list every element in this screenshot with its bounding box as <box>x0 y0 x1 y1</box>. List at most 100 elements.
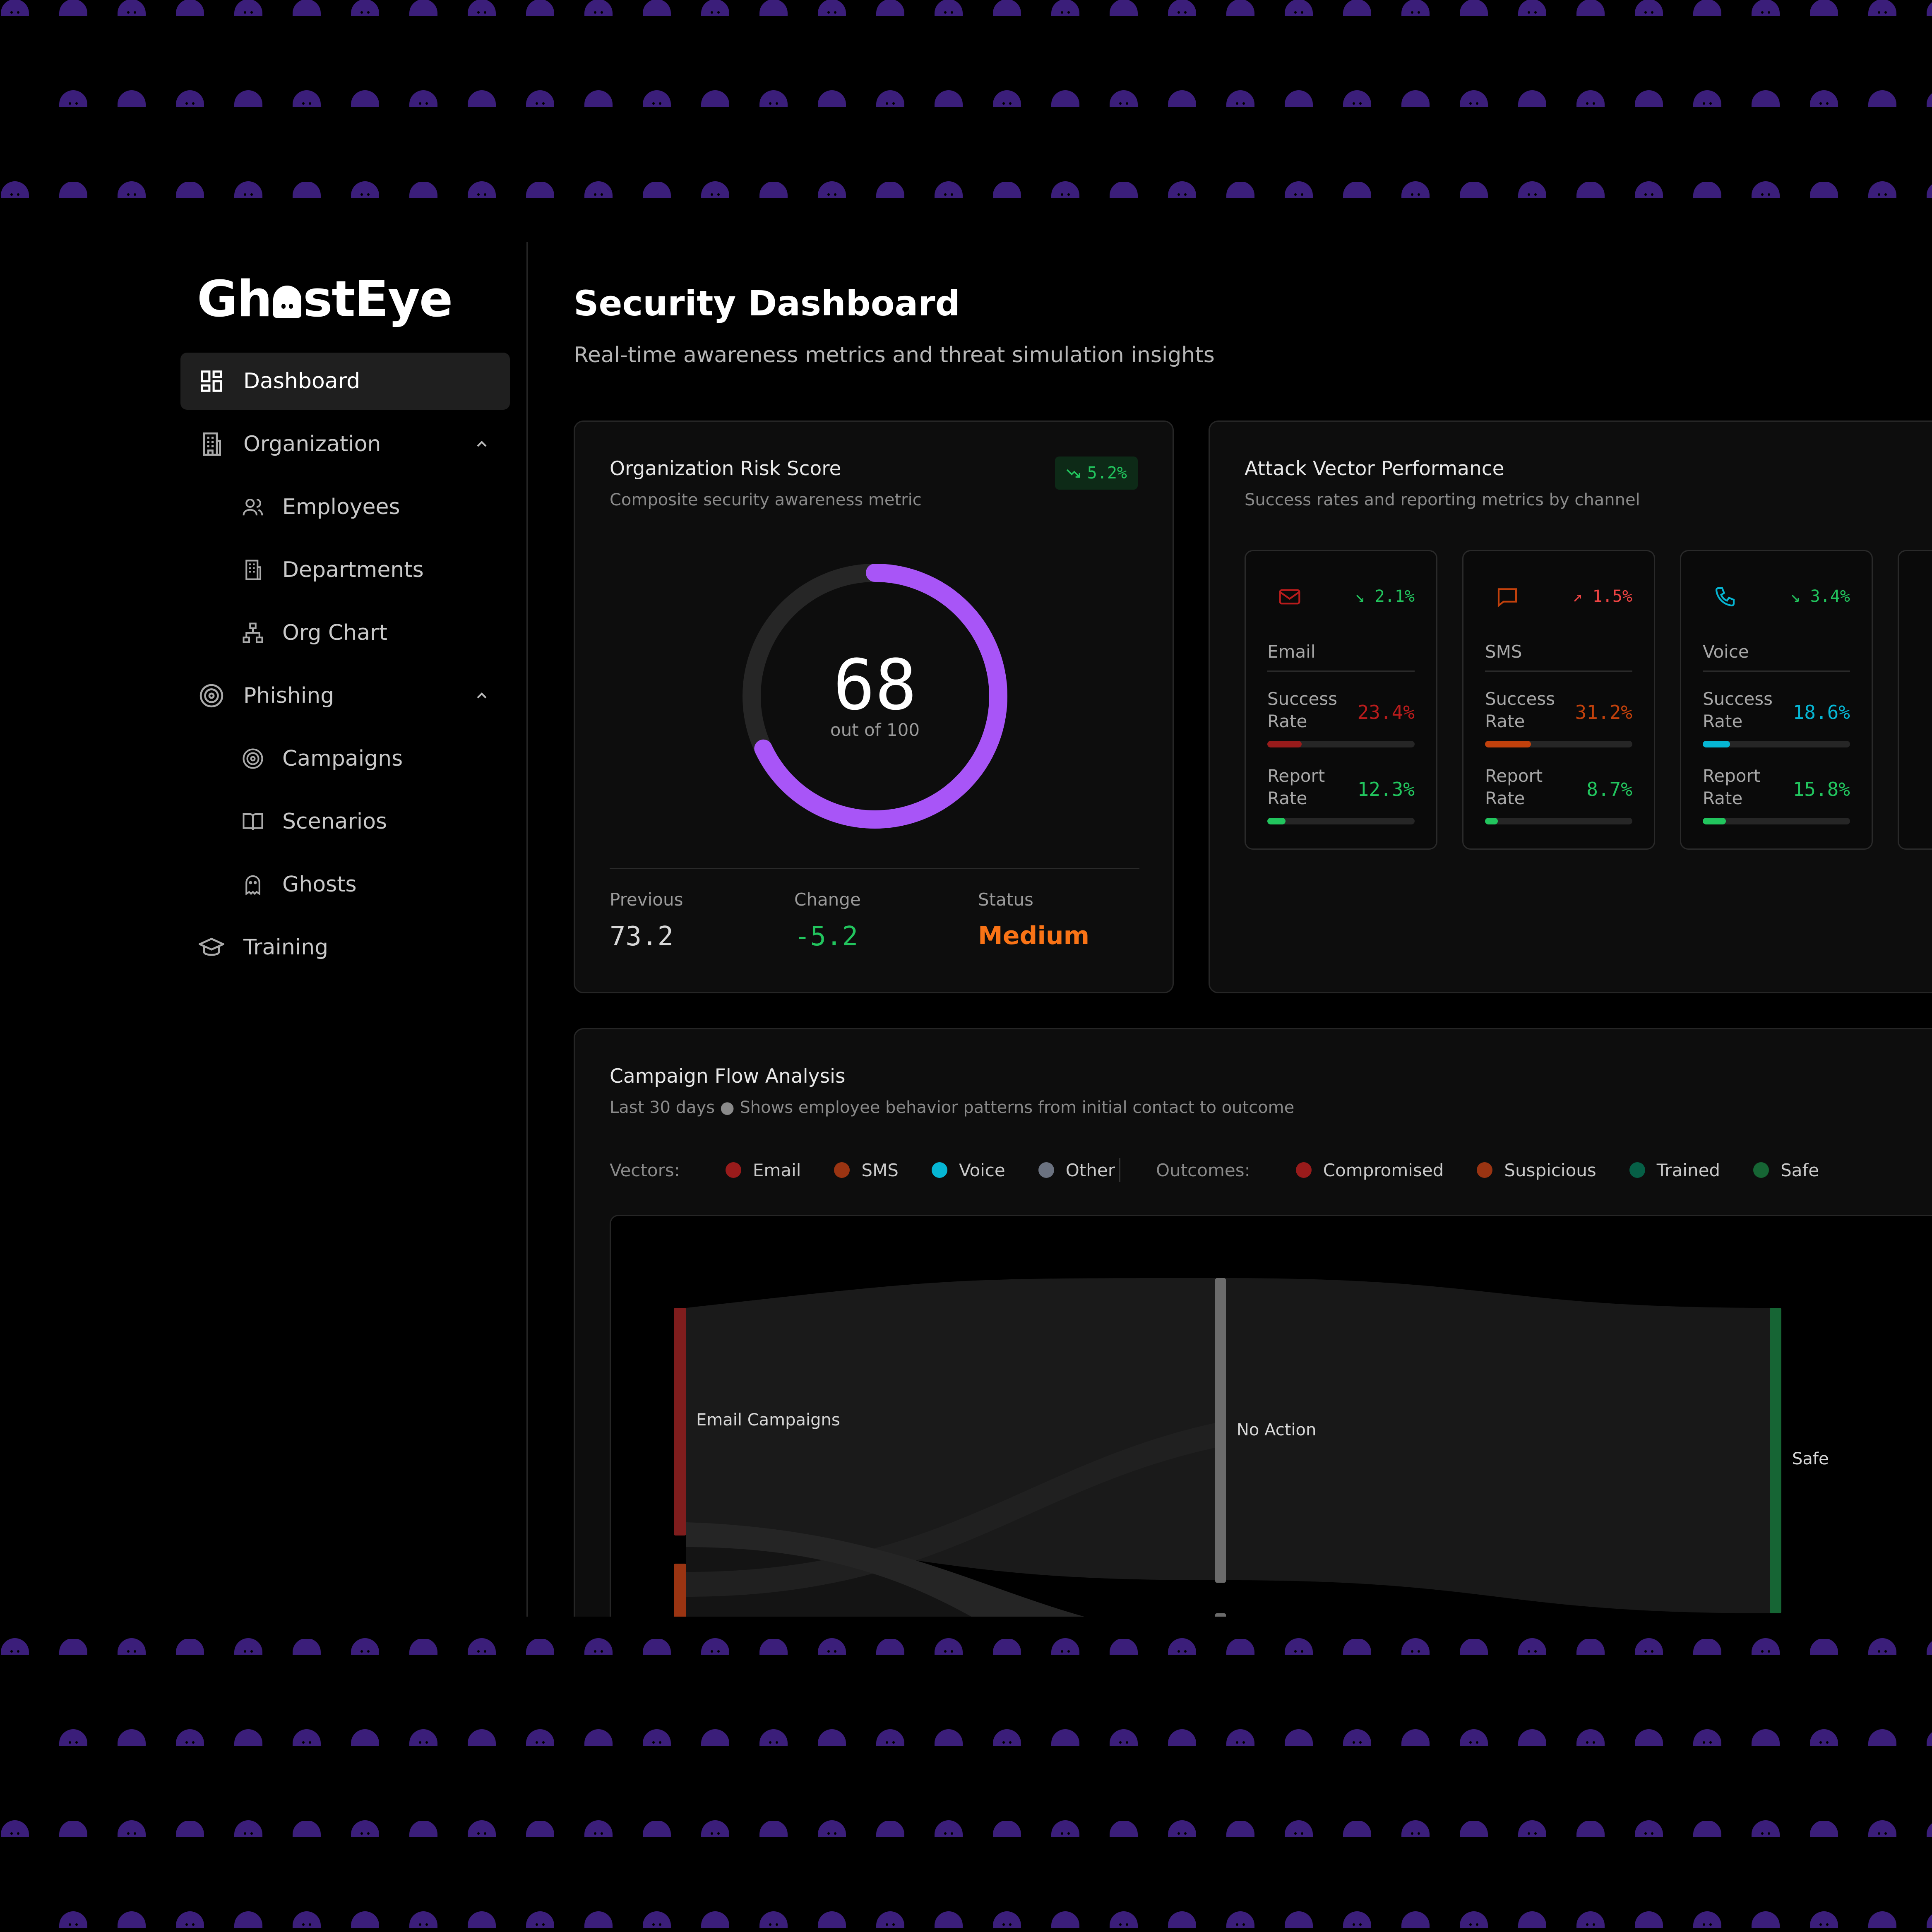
stat-value: 73.2 <box>610 921 674 952</box>
org-chart-icon <box>242 622 264 644</box>
vector-card-email[interactable]: ↘ 2.1% Email Success Rate 23.4% Report R… <box>1245 550 1437 850</box>
stat-label: Status <box>978 889 1033 910</box>
sankey-diagram: Email Campaigns No Action Safe <box>610 1215 1932 1617</box>
legend-item[interactable]: Email <box>725 1160 801 1180</box>
stat-value: -5.2 <box>794 921 858 952</box>
report-rate-bar <box>1485 818 1632 824</box>
vector-card-voice[interactable]: ↘ 3.4% Voice Success Rate 18.6% Report R… <box>1680 550 1873 850</box>
trend-value: 5.2% <box>1087 464 1127 483</box>
sidebar-nav: Dashboard Organization Employees <box>180 353 510 982</box>
status-badge: Medium <box>978 921 1090 950</box>
dashboard-icon <box>199 368 224 394</box>
vector-trend: ↘ 3.4% <box>1790 587 1850 606</box>
legend-dot <box>834 1162 850 1178</box>
sidebar-item-label: Phishing <box>243 683 334 708</box>
report-rate-bar <box>1703 818 1850 824</box>
logo-text-start: Gh <box>197 271 272 328</box>
success-rate-label: Success Rate <box>1703 689 1773 731</box>
legend-separator <box>1119 1158 1121 1182</box>
legend-item[interactable]: Safe <box>1753 1160 1819 1180</box>
chevron-up-icon[interactable] <box>473 436 490 452</box>
sidebar-item-label: Organization <box>243 432 381 457</box>
success-rate-bar <box>1267 741 1415 747</box>
card-subtitle: Last 30 days ● Shows employee behavior p… <box>610 1098 1295 1117</box>
sidebar-item-label: Departments <box>282 557 424 582</box>
sidebar-item-label: Org Chart <box>282 620 387 645</box>
report-rate-bar <box>1267 818 1415 824</box>
success-rate-value: 18.6% <box>1793 701 1850 723</box>
report-rate-value: 15.8% <box>1793 778 1850 800</box>
divider <box>1485 670 1632 672</box>
sidebar-item-label: Employees <box>282 495 400 519</box>
building-icon <box>199 431 224 457</box>
legend-title: Vectors: <box>610 1160 680 1180</box>
report-rate-label: Report Rate <box>1485 766 1543 808</box>
sidebar-item-ghosts[interactable]: Ghosts <box>180 856 510 913</box>
page-title: Security Dashboard <box>574 283 960 324</box>
flow-legend: Vectors: Email SMS Voice Other Outcomes:… <box>610 1158 1852 1182</box>
legend-item[interactable]: Other <box>1038 1160 1115 1180</box>
sidebar-item-label: Ghosts <box>282 872 357 897</box>
legend-dot <box>1038 1162 1054 1178</box>
mail-icon <box>1278 585 1301 608</box>
legend-dot <box>1629 1162 1645 1178</box>
sidebar-item-dashboard[interactable]: Dashboard <box>180 353 510 410</box>
sidebar-item-organization[interactable]: Organization <box>180 416 510 473</box>
previous-stat: Previous 73.2 <box>610 889 683 952</box>
building-icon <box>242 559 264 581</box>
sankey-node-no-action[interactable] <box>1215 1278 1226 1583</box>
campaign-flow-card: Campaign Flow Analysis Last 30 days ● Sh… <box>574 1028 1932 1617</box>
chevron-up-icon[interactable] <box>473 687 490 704</box>
legend-item[interactable]: Voice <box>931 1160 1005 1180</box>
sidebar-item-scenarios[interactable]: Scenarios <box>180 793 510 850</box>
sidebar-item-departments[interactable]: Departments <box>180 541 510 598</box>
report-rate-value: 12.3% <box>1357 778 1415 800</box>
ghosteye-logo[interactable]: Gh stEye <box>197 271 453 329</box>
ghost-logo-icon <box>273 286 301 318</box>
stat-label: Change <box>794 889 861 910</box>
card-subtitle: Success rates and reporting metrics by c… <box>1245 490 1640 509</box>
users-icon <box>242 496 264 518</box>
sidebar-item-org-chart[interactable]: Org Chart <box>180 604 510 661</box>
legend-dot <box>1753 1162 1769 1178</box>
risk-score-card: Organization Risk Score Composite securi… <box>574 421 1174 993</box>
sankey-node-email-campaigns[interactable] <box>674 1308 686 1536</box>
sidebar-item-label: Scenarios <box>282 809 387 834</box>
vector-name: SMS <box>1485 642 1522 662</box>
vector-trend: ↘ 2.1% <box>1355 587 1415 606</box>
report-rate-value: 8.7% <box>1586 778 1632 800</box>
sidebar-item-employees[interactable]: Employees <box>180 478 510 536</box>
flow-link <box>686 1522 1084 1617</box>
stat-label: Previous <box>610 889 683 910</box>
sidebar-item-label: Campaigns <box>282 746 403 771</box>
sidebar-item-phishing[interactable]: Phishing <box>180 667 510 724</box>
book-icon <box>242 810 264 833</box>
vector-card-sms[interactable]: ↗ 1.5% SMS Success Rate 31.2% Report Rat… <box>1462 550 1655 850</box>
attack-vector-card: Attack Vector Performance Success rates … <box>1209 421 1932 993</box>
legend-dot <box>1477 1162 1493 1178</box>
legend-label: Safe <box>1781 1160 1819 1180</box>
vector-card-partial[interactable] <box>1898 550 1932 850</box>
card-title: Attack Vector Performance <box>1245 457 1504 480</box>
sidebar-item-campaigns[interactable]: Campaigns <box>180 730 510 787</box>
sankey-node-label: No Action <box>1237 1420 1317 1439</box>
legend-dot <box>931 1162 947 1178</box>
legend-item[interactable]: SMS <box>834 1160 899 1180</box>
sankey-node-sms[interactable] <box>674 1564 686 1617</box>
sankey-node-safe[interactable] <box>1770 1308 1781 1613</box>
target-icon <box>242 747 264 770</box>
sankey-node-secondary[interactable] <box>1215 1613 1226 1617</box>
legend-item[interactable]: Compromised <box>1295 1160 1444 1180</box>
risk-gauge: 68 out of 100 <box>740 562 1009 831</box>
ghost-icon <box>242 873 264 896</box>
vector-name: Email <box>1267 642 1316 662</box>
report-rate-label: Report Rate <box>1267 766 1325 808</box>
sidebar-item-label: Training <box>243 935 329 960</box>
success-rate-bar <box>1703 741 1850 747</box>
legend-item[interactable]: Trained <box>1629 1160 1720 1180</box>
legend-item[interactable]: Suspicious <box>1477 1160 1596 1180</box>
legend-title: Outcomes: <box>1156 1160 1250 1180</box>
legend-label: Email <box>752 1160 801 1180</box>
target-icon <box>199 683 224 709</box>
sidebar-item-training[interactable]: Training <box>180 919 510 976</box>
